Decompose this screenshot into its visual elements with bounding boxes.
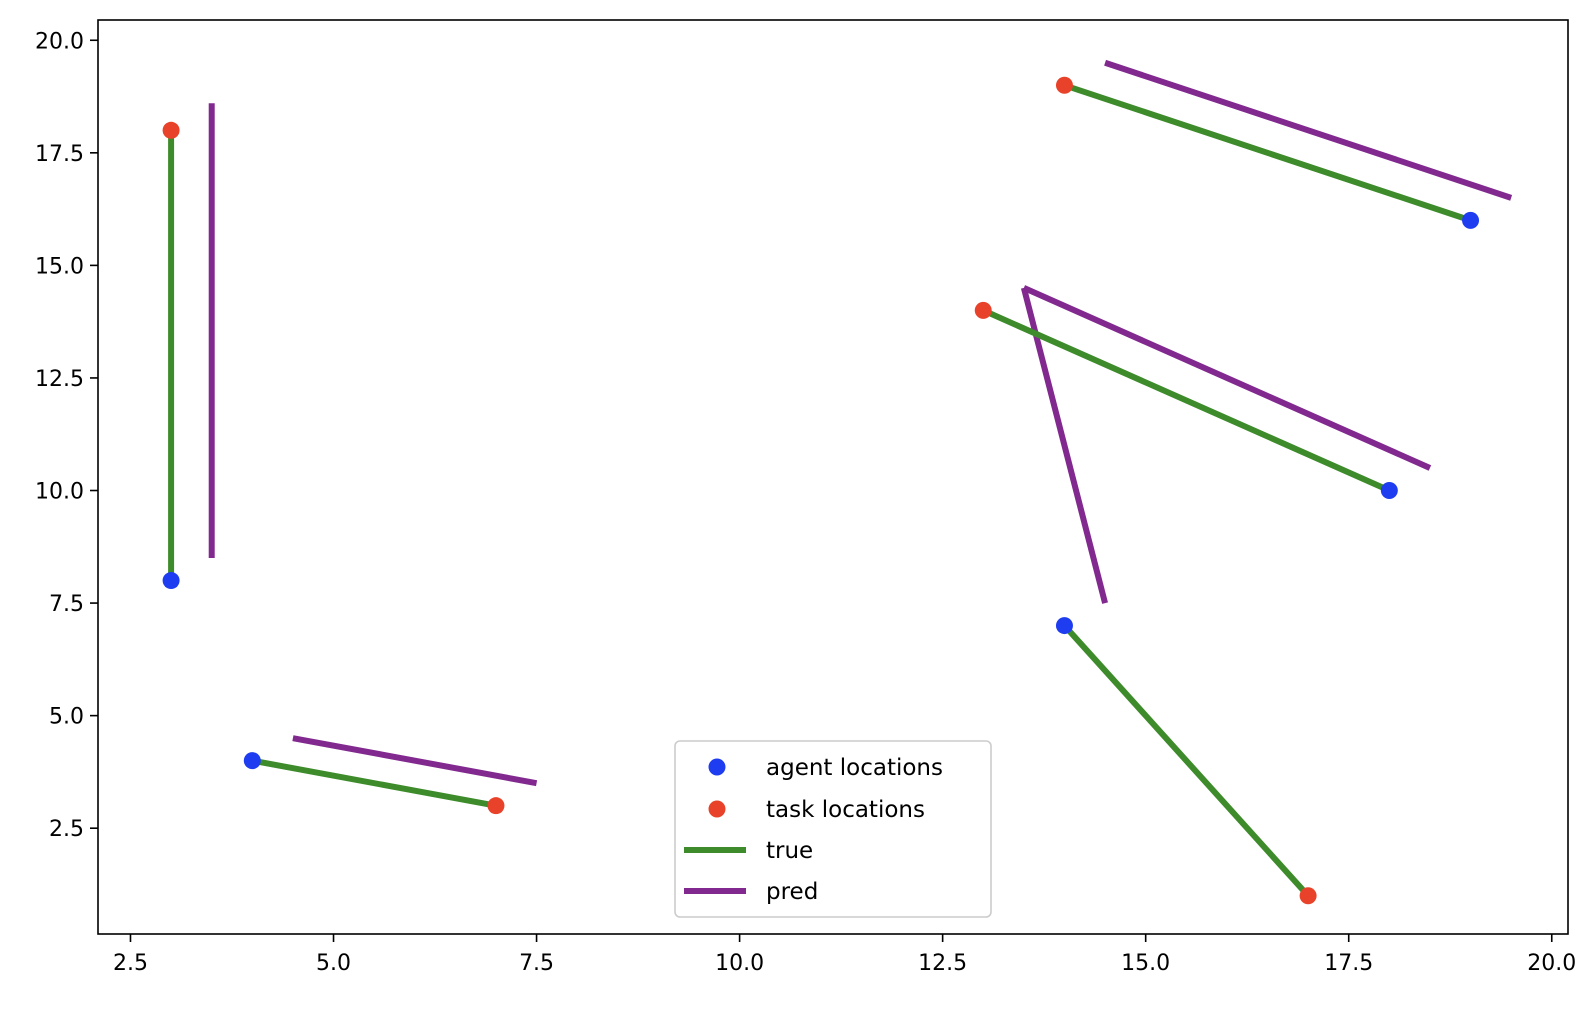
x-tick-label: 12.5: [918, 951, 967, 976]
legend-marker-agent-locations: [708, 758, 726, 776]
y-tick-label: 2.5: [49, 817, 84, 842]
x-axis: 2.5 5.0 7.5 10.0 12.5 15.0 17.5 20.0: [113, 934, 1576, 976]
agent-locations-point-3: [1380, 482, 1398, 500]
x-tick-label: 10.0: [715, 951, 764, 976]
y-tick-label: 12.5: [35, 367, 84, 392]
x-tick-label: 5.0: [316, 951, 351, 976]
task-locations-point-2: [1299, 887, 1317, 905]
plot-frame: [97, 19, 1569, 935]
y-axis: 2.5 5.0 7.5 10.0 12.5 15.0 17.5 20.0: [35, 29, 98, 842]
y-tick-label: 15.0: [35, 254, 84, 279]
pred-segment-3: [1022, 285, 1432, 471]
y-tick-label: 20.0: [35, 29, 84, 54]
task-locations-point-4: [1055, 76, 1073, 94]
y-tick-label: 17.5: [35, 142, 84, 167]
true-segment-2: [1062, 623, 1311, 898]
true-segment-4: [1063, 82, 1472, 224]
true-segment-1: [251, 757, 497, 809]
pred-segment-2: [1020, 287, 1108, 604]
agent-locations-point-2: [1055, 617, 1073, 635]
line-marks: [168, 59, 1513, 898]
x-tick-label: 17.5: [1324, 951, 1373, 976]
point-marks: [162, 76, 1480, 905]
legend: agent locations task locations true pred: [674, 740, 992, 918]
legend-label-agent-locations: agent locations: [766, 755, 943, 781]
pred-segment-4: [1104, 59, 1513, 201]
y-tick-label: 5.0: [49, 705, 84, 730]
legend-label-pred: pred: [766, 879, 818, 905]
x-tick-label: 7.5: [519, 951, 554, 976]
legend-label-task-locations: task locations: [766, 797, 925, 823]
x-tick-label: 15.0: [1121, 951, 1170, 976]
agent-locations-point-4: [1462, 211, 1480, 229]
x-tick-label: 20.0: [1527, 951, 1576, 976]
true-segment-3: [982, 307, 1391, 494]
y-tick-label: 7.5: [49, 592, 84, 617]
pred-segment-1: [292, 735, 538, 787]
legend-box: [674, 740, 992, 918]
legend-marker-task-locations: [708, 800, 726, 818]
legend-label-true: true: [766, 838, 813, 864]
agent-locations-point-0: [162, 572, 180, 590]
y-tick-label: 10.0: [35, 480, 84, 505]
agent-locations-point-1: [243, 752, 261, 770]
x-tick-label: 2.5: [113, 951, 148, 976]
task-locations-point-3: [974, 301, 992, 319]
task-locations-point-0: [162, 121, 180, 139]
task-locations-point-1: [487, 797, 505, 815]
